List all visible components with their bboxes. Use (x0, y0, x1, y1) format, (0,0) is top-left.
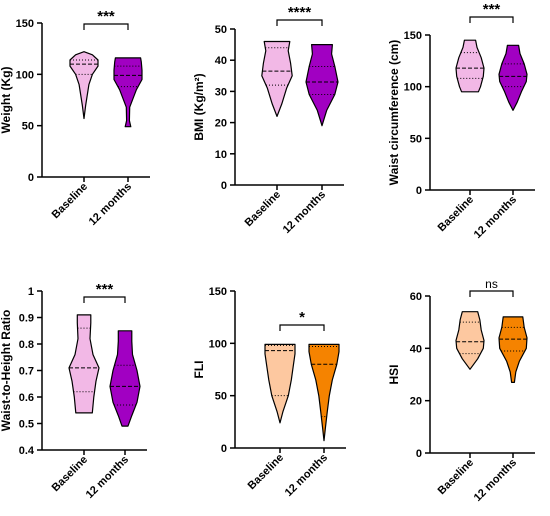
y-tick-label: 0.8 (19, 339, 34, 351)
y-tick-label: 150 (404, 30, 422, 42)
violin-12-months (498, 316, 528, 383)
y-axis-label: Waist circumference (cm) (387, 40, 401, 186)
y-axis-label: Weight (Kg) (0, 66, 13, 133)
violin-12-months (109, 330, 141, 427)
significance-label: * (299, 309, 305, 326)
x-tick-label: 12 months (472, 457, 519, 504)
y-tick-label: 100 (16, 69, 34, 81)
y-axis-label: FLI (192, 361, 206, 379)
violin-12-months (308, 343, 340, 442)
y-tick-label: 50 (410, 133, 422, 145)
y-tick-label: 40 (410, 343, 422, 355)
y-tick-label: 10 (215, 149, 227, 161)
significance-label: **** (288, 4, 312, 21)
y-tick-label: 150 (16, 18, 34, 30)
y-tick-label: 30 (215, 86, 227, 98)
violin-baseline (261, 40, 293, 117)
y-tick-label: 20 (410, 396, 422, 408)
x-tick-label: 12 months (84, 454, 131, 501)
y-tick-label: 0 (416, 185, 422, 197)
violin-12-months (305, 44, 339, 127)
y-tick-label: 50 (215, 24, 227, 36)
x-tick-label: 12 months (283, 452, 330, 499)
x-tick-label: 12 months (281, 189, 328, 236)
significance-bracket (279, 324, 325, 331)
x-tick-label: 12 months (87, 181, 134, 228)
x-tick-label: Baseline (436, 457, 476, 497)
y-tick-label: 40 (215, 55, 227, 67)
y-axis-label: Waist-to-Height Ratio (0, 310, 13, 432)
x-tick-label: 12 months (472, 194, 519, 241)
y-tick-label: 0.4 (19, 445, 35, 457)
y-tick-label: 0.6 (19, 392, 34, 404)
y-tick-label: 20 (215, 118, 227, 130)
y-tick-label: 0.5 (19, 419, 34, 431)
x-tick-label: Baseline (243, 189, 283, 229)
violin-baseline (69, 51, 99, 120)
violin-baseline (455, 39, 485, 93)
x-tick-label: Baseline (246, 452, 286, 492)
significance-label: *** (97, 8, 115, 25)
significance-bracket (83, 296, 126, 303)
violin-12-months (113, 57, 143, 128)
y-tick-label: 50 (22, 121, 34, 133)
y-tick-label: 0 (28, 172, 34, 184)
significance-label: ns (485, 277, 498, 291)
y-tick-label: 100 (209, 338, 227, 350)
y-tick-label: 0 (221, 443, 227, 455)
significance-bracket (83, 23, 129, 30)
significance-bracket (276, 19, 323, 26)
y-tick-label: 1 (28, 286, 34, 298)
significance-bracket (469, 290, 514, 297)
y-tick-label: 0 (416, 448, 422, 460)
violin-baseline (455, 311, 485, 370)
y-tick-label: 0.7 (19, 366, 34, 378)
y-axis-label: BMI (Kg/m²) (192, 73, 206, 140)
significance-bracket (469, 16, 514, 23)
y-tick-label: 50 (215, 391, 227, 403)
x-tick-label: Baseline (50, 454, 90, 494)
significance-label: *** (96, 281, 114, 298)
x-tick-label: Baseline (50, 181, 90, 221)
violin-12-months (498, 44, 528, 111)
y-tick-label: 0 (221, 180, 227, 192)
violin-baseline (68, 314, 100, 414)
y-axis-label: HSI (387, 364, 401, 384)
violin-baseline (264, 343, 296, 424)
y-tick-label: 150 (209, 286, 227, 298)
y-tick-label: 100 (404, 82, 422, 94)
chart-panel-4: 0.4 0.5 0.6 0.7 0.8 0.9 1 Waist-to-Height Ratio… (0, 281, 147, 501)
significance-label: *** (483, 1, 501, 18)
y-tick-label: 0.9 (19, 313, 34, 325)
x-tick-label: Baseline (436, 194, 476, 234)
y-tick-label: 60 (410, 291, 422, 303)
